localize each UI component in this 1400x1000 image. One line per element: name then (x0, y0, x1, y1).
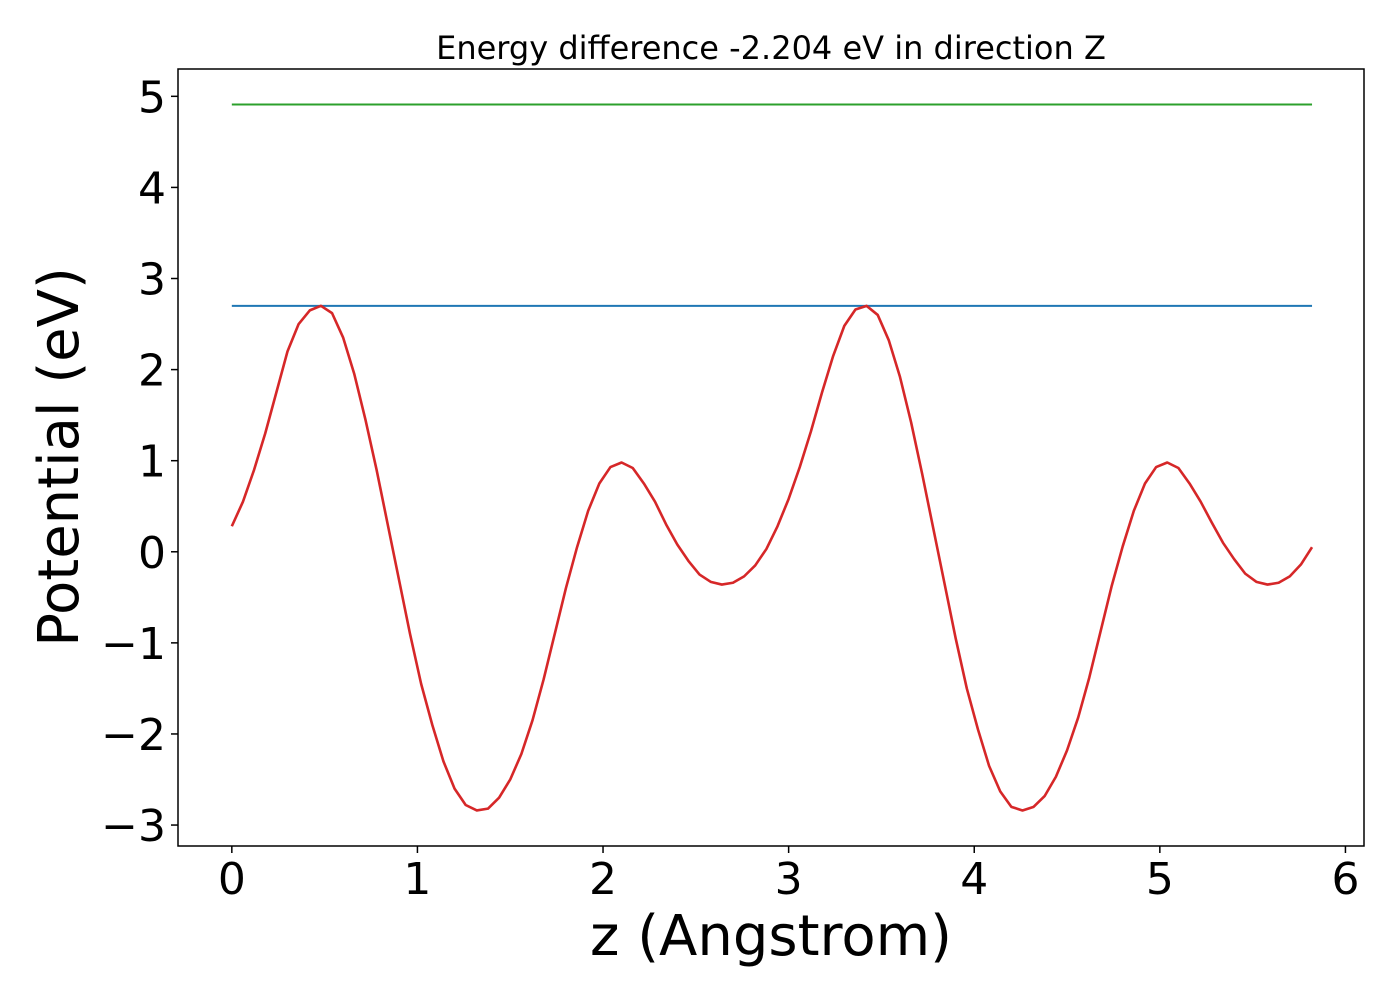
y-tick-label: 2 (138, 346, 166, 397)
x-tick-label: 3 (775, 854, 803, 905)
y-tick-label: −3 (101, 801, 166, 852)
x-axis-ticks: 0 1 2 3 4 5 6 (218, 846, 1359, 905)
x-axis-title: z (Angstrom) (590, 904, 952, 969)
x-tick-label: 1 (403, 854, 431, 905)
y-tick-label: 3 (138, 255, 166, 306)
y-tick-label: −2 (101, 710, 166, 761)
y-tick-label: 0 (138, 528, 166, 579)
chart-title: Energy difference -2.204 eV in direction… (436, 29, 1106, 67)
x-tick-label: 0 (218, 854, 246, 905)
plot-frame (177, 68, 1365, 847)
y-tick-label: 4 (138, 163, 166, 214)
x-tick-label: 6 (1331, 854, 1359, 905)
y-axis-ticks: −3 −2 −1 0 1 2 3 4 5 (101, 72, 178, 852)
y-tick-label: 1 (138, 437, 166, 488)
x-tick-label: 2 (589, 854, 617, 905)
y-tick-label: −1 (101, 619, 166, 670)
series-layer (230, 103, 1314, 812)
x-tick-label: 5 (1146, 854, 1174, 905)
series-line-3 (230, 304, 1314, 812)
x-tick-label: 4 (960, 854, 988, 905)
plot-area (177, 68, 1365, 847)
y-tick-label: 5 (138, 72, 166, 123)
y-axis-title: Potential (eV) (27, 267, 92, 647)
